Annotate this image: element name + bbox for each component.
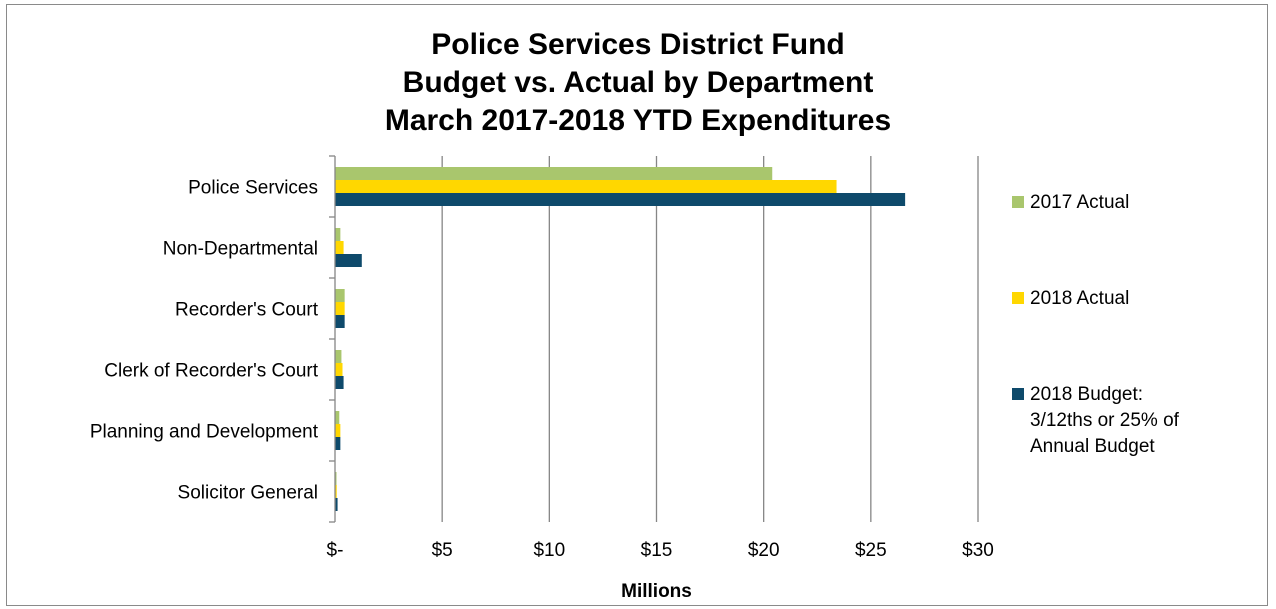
bar-solicitor-general-2018-actual xyxy=(335,485,337,498)
category-label-recorder-s-court: Recorder's Court xyxy=(175,300,319,321)
x-axis-title: Millions xyxy=(621,581,692,602)
legend-swatch-2018-budget xyxy=(1012,388,1024,400)
legend-swatch-2018-actual xyxy=(1012,292,1024,304)
bar-clerk-of-recorder-s-court-2018-actual xyxy=(335,363,343,376)
bar-police-services-2018-budget xyxy=(335,193,906,206)
chart-title-line-2: Budget vs. Actual by Department xyxy=(402,66,874,99)
legend-label-2017-actual: 2017 Actual xyxy=(1030,192,1130,213)
bar-non-departmental-2018-actual xyxy=(335,241,344,254)
legend-label-2018-actual: 2018 Actual xyxy=(1030,288,1130,309)
bar-clerk-of-recorder-s-court-2017-actual xyxy=(335,350,342,363)
x-tick-label-20: $20 xyxy=(748,540,780,561)
legend-item-2018-actual: 2018 Actual xyxy=(1012,286,1129,312)
bar-clerk-of-recorder-s-court-2018-budget xyxy=(335,376,344,389)
x-tick-label-10: $10 xyxy=(533,540,565,561)
x-tick-label-5: $5 xyxy=(432,540,453,561)
x-tick-label-25: $25 xyxy=(855,540,887,561)
legend-item-2018-budget: 2018 Budget: 3/12ths or 25% of Annual Bu… xyxy=(1012,382,1179,460)
category-label-clerk-of-recorder-s-court: Clerk of Recorder's Court xyxy=(104,361,318,382)
bar-recorder-s-court-2018-actual xyxy=(335,302,345,315)
bar-planning-and-development-2017-actual xyxy=(335,411,340,424)
legend-swatch-2017-actual xyxy=(1012,196,1024,208)
chart-title-line-3: March 2017-2018 YTD Expenditures xyxy=(384,104,892,137)
x-tick-label-30: $30 xyxy=(962,540,994,561)
bar-non-departmental-2017-actual xyxy=(335,228,341,241)
chart-title: Police Services District Fund Budget vs.… xyxy=(0,26,1276,140)
bar-solicitor-general-2017-actual xyxy=(335,472,337,485)
chart-title-line-1: Police Services District Fund xyxy=(431,28,845,61)
legend-item-2017-actual: 2017 Actual xyxy=(1012,190,1129,216)
category-label-police-services: Police Services xyxy=(188,178,318,199)
bar-non-departmental-2018-budget xyxy=(335,254,362,267)
bar-planning-and-development-2018-budget xyxy=(335,437,341,450)
bar-police-services-2018-actual xyxy=(335,180,837,193)
bar-solicitor-general-2018-budget xyxy=(335,498,338,511)
x-tick-label-15: $15 xyxy=(641,540,673,561)
bar-recorder-s-court-2018-budget xyxy=(335,315,345,328)
category-label-planning-and-development: Planning and Development xyxy=(90,422,319,443)
category-label-non-departmental: Non-Departmental xyxy=(163,239,318,260)
bar-recorder-s-court-2017-actual xyxy=(335,289,345,302)
bar-planning-and-development-2018-actual xyxy=(335,424,341,437)
x-tick-label-0: $- xyxy=(327,540,344,561)
category-label-solicitor-general: Solicitor General xyxy=(178,483,318,504)
chart-frame xyxy=(6,4,1268,606)
legend-label-2018-budget: 2018 Budget: 3/12ths or 25% of Annual Bu… xyxy=(1030,384,1179,457)
bar-police-services-2017-actual xyxy=(335,167,773,180)
